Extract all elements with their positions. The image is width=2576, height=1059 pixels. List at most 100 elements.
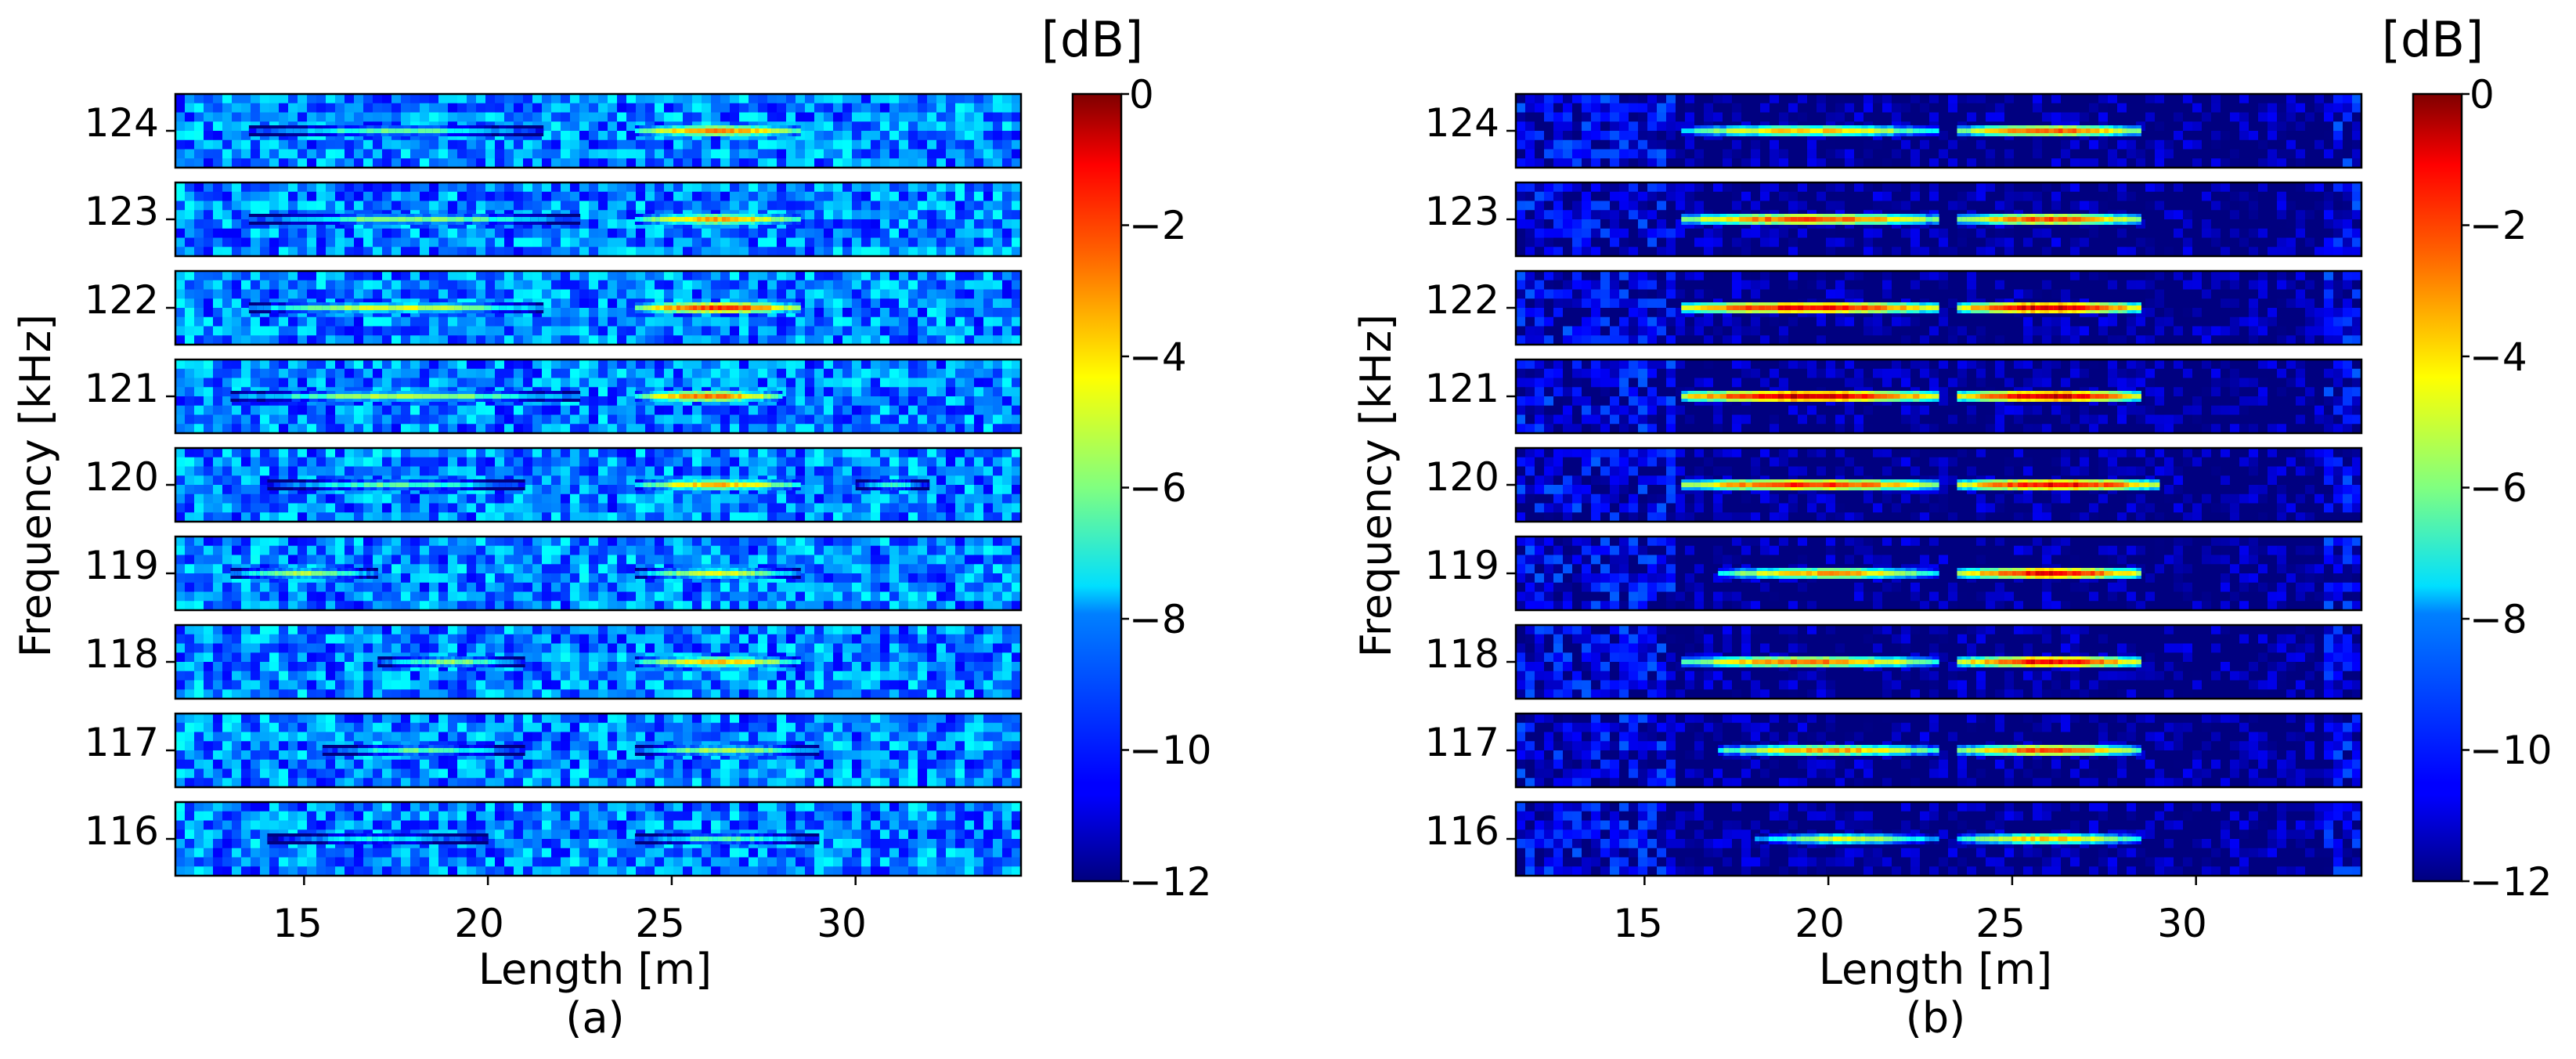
heatmap-cell: [204, 121, 214, 132]
heatmap-cell: [833, 414, 843, 425]
heatmap-cell: [617, 485, 627, 495]
heatmap-cell: [485, 555, 496, 565]
heatmap-cell: [251, 103, 261, 114]
ridge-core: [688, 217, 694, 222]
ridge-core: [651, 128, 656, 133]
heatmap-cell: [204, 316, 214, 327]
heatmap-cell: [899, 368, 909, 379]
heatmap-cell: [720, 289, 731, 299]
heatmap-cell: [570, 131, 580, 141]
heatmap-cell: [354, 466, 364, 476]
heatmap-cell: [316, 191, 327, 202]
heatmap-cell: [880, 316, 890, 327]
heatmap-cell: [918, 201, 928, 211]
heatmap-cell: [880, 201, 890, 211]
heatmap-cell: [786, 271, 796, 281]
ridge-core: [370, 483, 377, 487]
heatmap-cell: [777, 414, 787, 425]
heatmap-cell: [410, 493, 420, 504]
heatmap-cell: [354, 191, 364, 202]
heatmap-cell: [382, 112, 392, 122]
ridge-core: [759, 217, 764, 222]
heatmap-cell: [767, 326, 777, 336]
heatmap-cell: [749, 448, 759, 458]
heatmap-cell: [673, 360, 684, 370]
heatmap-cell: [636, 414, 646, 425]
heatmap-cell: [354, 103, 364, 114]
ridge-core: [659, 483, 665, 487]
heatmap-cell: [739, 414, 749, 425]
heatmap-cell: [730, 158, 740, 168]
heatmap-cell: [542, 475, 552, 486]
heatmap-cell: [880, 191, 890, 202]
heatmap-cell: [279, 149, 289, 159]
heatmap-cell: [542, 368, 552, 379]
heatmap-cell: [655, 247, 665, 257]
heatmap-cell: [730, 368, 740, 379]
heatmap-cell: [579, 271, 590, 281]
heatmap-cell: [485, 94, 496, 104]
heatmap-cell: [410, 201, 420, 211]
heatmap-cell: [579, 512, 590, 522]
heatmap-cell: [570, 414, 580, 425]
heatmap-cell: [345, 457, 355, 468]
heatmap-cell: [880, 396, 890, 407]
heatmap-cell: [777, 237, 787, 248]
heatmap-cell: [429, 368, 439, 379]
heatmap-cell: [983, 396, 994, 407]
heatmap-cell: [504, 512, 514, 522]
heatmap-cell: [852, 396, 862, 407]
heatmap-cell: [307, 94, 317, 104]
heatmap-cell: [880, 149, 890, 159]
heatmap-cell: [457, 503, 467, 513]
heatmap-cell: [889, 308, 900, 318]
ridge-core: [454, 305, 463, 310]
heatmap-cell: [871, 298, 881, 309]
heatmap-cell: [410, 112, 420, 122]
heatmap-cell: [786, 158, 796, 168]
heatmap-cell: [993, 368, 1003, 379]
heatmap-cell: [476, 564, 486, 574]
heatmap-cell: [194, 103, 204, 114]
ridge-core: [377, 483, 384, 487]
heatmap-cell: [645, 289, 655, 299]
heatmap-cell: [626, 503, 637, 513]
heatmap-cell: [758, 103, 768, 114]
heatmap-cell: [363, 405, 373, 416]
heatmap-cell: [363, 457, 373, 468]
heatmap-cell: [1002, 247, 1012, 257]
heatmap-cell: [805, 191, 815, 202]
heatmap-cell: [946, 457, 956, 468]
heatmap-cell: [288, 103, 298, 114]
heatmap-cell: [861, 280, 871, 291]
heatmap-cell: [457, 228, 467, 239]
ridge-core: [278, 128, 287, 133]
heatmap-cell: [485, 457, 496, 468]
ridge-core: [510, 394, 520, 399]
heatmap-cell: [391, 405, 402, 416]
heatmap-cell: [335, 601, 345, 611]
heatmap-cell: [889, 493, 900, 504]
heatmap-cell: [279, 503, 289, 513]
heatmap-cell: [316, 555, 327, 565]
ridge-core: [775, 128, 781, 133]
heatmap-cell: [307, 512, 317, 522]
heatmap-cell: [260, 247, 270, 257]
heatmap-cell: [974, 271, 984, 281]
heatmap-cell: [363, 545, 373, 556]
heatmap-cell: [936, 247, 947, 257]
heatmap-cell: [382, 183, 392, 193]
heatmap-cell: [373, 191, 383, 202]
heatmap-cell: [730, 112, 740, 122]
heatmap-cell: [608, 183, 618, 193]
ridge-core: [719, 394, 724, 399]
heatmap-cell: [476, 555, 486, 565]
heatmap-cell: [861, 219, 871, 230]
heatmap-cell: [993, 493, 1003, 504]
heatmap-cell: [730, 149, 740, 159]
heatmap-cell: [683, 493, 693, 504]
heatmap-cell: [391, 326, 402, 336]
heatmap-cell: [608, 112, 618, 122]
heatmap-cell: [899, 139, 909, 150]
heatmap-cell: [298, 112, 308, 122]
